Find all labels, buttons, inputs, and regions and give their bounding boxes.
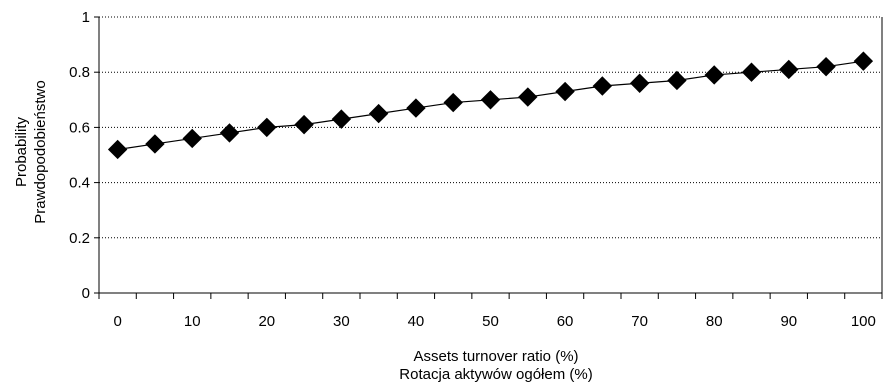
x-axis-ticks: 0 10 20 30 40 50 60 70 80 90 100 xyxy=(98,293,883,330)
data-point xyxy=(853,51,874,71)
data-point xyxy=(741,62,762,82)
x-tick-label: 30 xyxy=(333,313,350,330)
data-point xyxy=(555,81,575,102)
y-tick-label: 0.6 xyxy=(69,119,90,136)
data-point xyxy=(107,139,128,160)
y-tick-label: 0.4 xyxy=(69,175,90,192)
data-point xyxy=(219,123,240,143)
x-tick-label: 70 xyxy=(631,313,648,330)
x-tick-label: 50 xyxy=(482,313,499,330)
y-tick-label: 1 xyxy=(82,9,90,26)
data-point xyxy=(704,65,724,85)
data-point xyxy=(629,73,650,93)
data-point xyxy=(257,117,277,138)
y-tick-label: 0.2 xyxy=(69,230,90,247)
data-point xyxy=(779,59,799,80)
x-tick-label: 40 xyxy=(408,313,425,330)
y-axis-title-line-1: Probability xyxy=(13,116,30,187)
x-tick-label: 80 xyxy=(706,313,723,330)
series-group xyxy=(107,51,874,160)
y-axis-title-line-2: Prawdopodobieństwo xyxy=(32,80,49,223)
data-point xyxy=(518,87,538,107)
x-tick-label: 0 xyxy=(113,313,121,330)
x-tick-label: 10 xyxy=(184,313,201,330)
data-point xyxy=(816,56,836,77)
y-axis-ticks: 0 0.2 0.4 0.6 0.8 1 xyxy=(69,9,99,302)
data-point xyxy=(145,134,165,154)
data-point xyxy=(294,114,314,135)
y-tick-label: 0 xyxy=(82,285,90,302)
x-tick-label: 20 xyxy=(258,313,275,330)
data-point xyxy=(182,128,202,149)
data-point xyxy=(406,98,426,118)
x-axis-title-line-1: Assets turnover ratio (%) xyxy=(413,348,578,365)
x-tick-label: 100 xyxy=(851,313,876,330)
data-point xyxy=(443,92,463,113)
x-axis-title-line-2: Rotacja aktywów ogółem (%) xyxy=(399,366,592,383)
data-point xyxy=(480,90,501,110)
data-point xyxy=(331,109,352,129)
gridlines xyxy=(99,16,882,239)
data-point xyxy=(368,103,389,124)
data-point xyxy=(592,76,613,96)
data-point xyxy=(667,70,687,91)
x-tick-label: 60 xyxy=(557,313,574,330)
axes xyxy=(98,17,883,294)
y-tick-label: 0.8 xyxy=(69,64,90,81)
x-tick-label: 90 xyxy=(780,313,797,330)
